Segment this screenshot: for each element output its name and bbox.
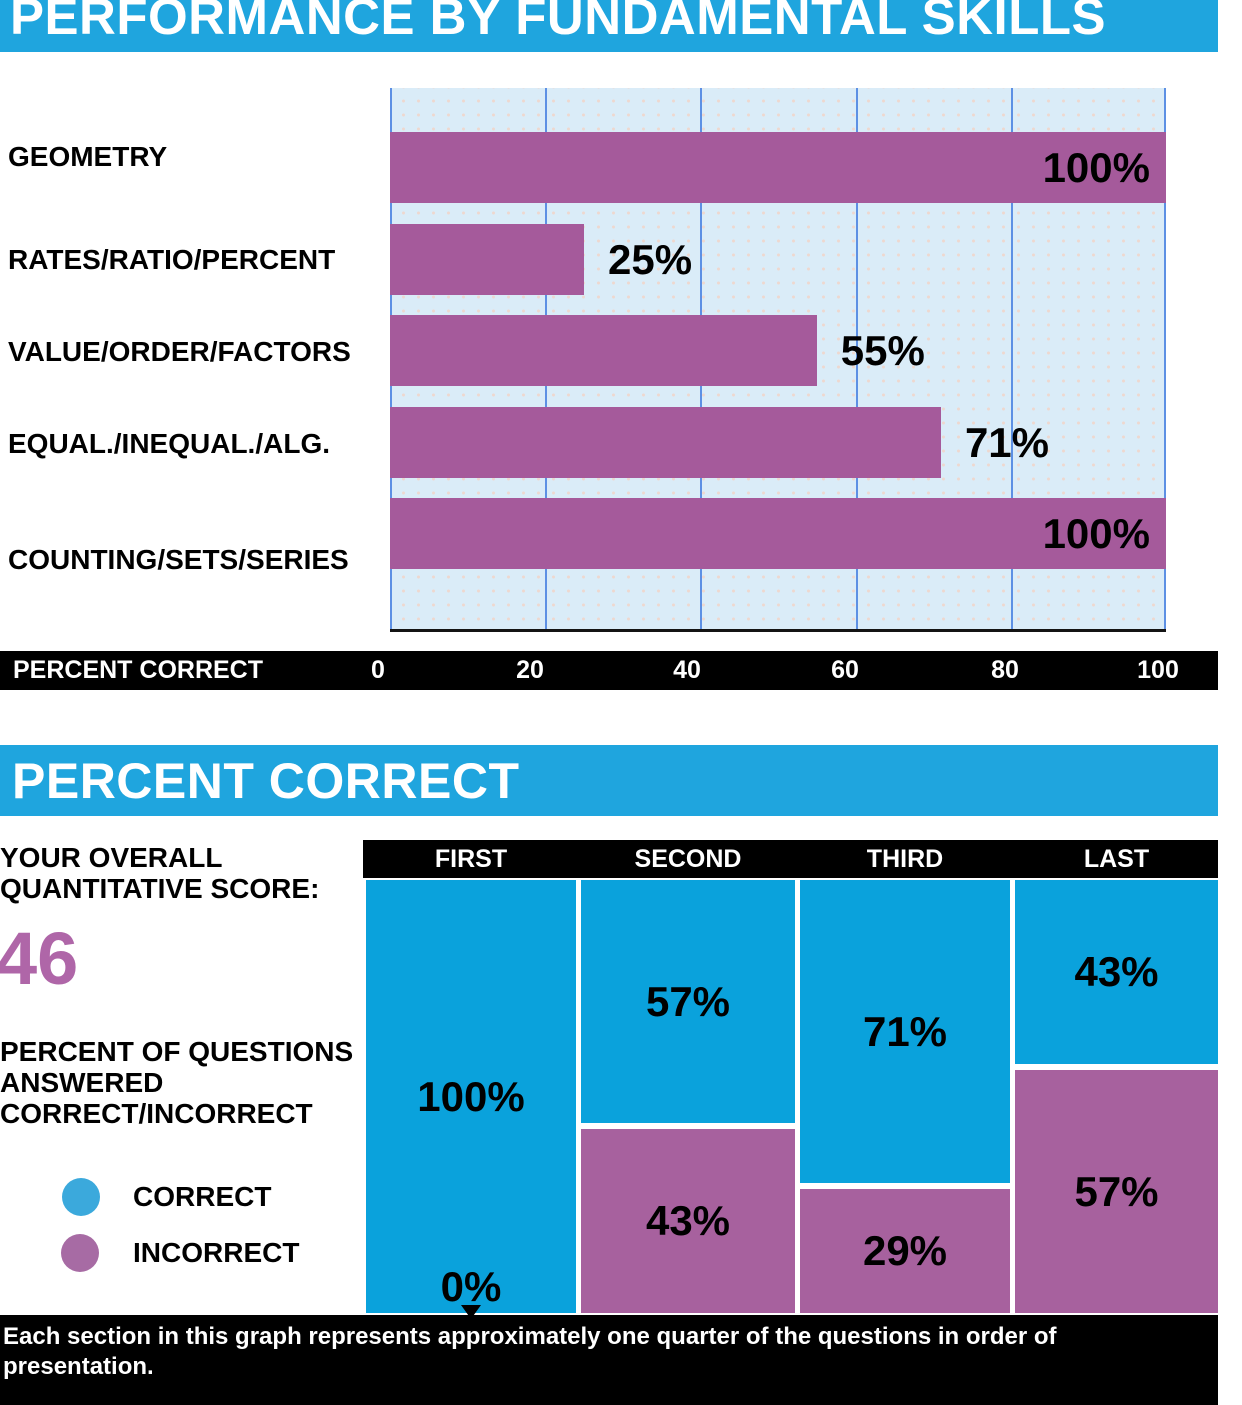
bar-value-label: 100% — [1042, 144, 1150, 191]
segment-incorrect-label: 57% — [1074, 1167, 1159, 1215]
x-tick-60: 60 — [831, 656, 859, 684]
x-tick-20: 20 — [516, 656, 544, 684]
segment-correct-label: 43% — [1074, 948, 1159, 995]
gridline-80 — [1010, 88, 1013, 629]
column-header-last: LAST — [1083, 845, 1150, 873]
gridline-100 — [1164, 88, 1166, 629]
category-label-1: GEOMETRY — [8, 141, 168, 172]
bar-equal-inequal-alg- — [390, 407, 941, 478]
segment-correct-label: 57% — [645, 977, 731, 1025]
column-third: 71% 29% — [800, 880, 1010, 1313]
section1-title-bar: PERFORMANCE BY FUNDAMENTAL SKILLS — [0, 0, 1218, 52]
bar-value-label: 71% — [964, 419, 1050, 466]
category-label-2: RATES/RATIO/PERCENT — [8, 244, 336, 275]
column-second: 57% 43% — [581, 880, 795, 1313]
segment-correct-label: 71% — [862, 1007, 948, 1055]
segment-incorrect: 29% — [800, 1189, 1010, 1313]
segment-incorrect-label: 43% — [645, 1197, 731, 1244]
legend-label-correct: CORRECT — [133, 1181, 272, 1212]
skills-x-axis-bar: PERCENT CORRECT 0 20 40 60 80 100 — [0, 651, 1218, 690]
column-header-first: FIRST — [434, 845, 508, 873]
legend-dot-incorrect — [61, 1234, 99, 1272]
skills-bar-chart-plot: 100% 25% 55% 71% 100% — [390, 88, 1166, 632]
category-label-3: VALUE/ORDER/FACTORS — [8, 336, 351, 367]
footnote-text: Each section in this graph represents ap… — [3, 1323, 1057, 1380]
column-header-second: SECOND — [634, 845, 742, 873]
x-tick-40: 40 — [673, 656, 701, 684]
footnote-bar: Each section in this graph represents ap… — [0, 1315, 1218, 1405]
x-tick-100: 100 — [1137, 656, 1179, 684]
overall-score-heading: YOUR OVERALL QUANTITATIVE SCORE: — [0, 842, 320, 904]
quarter-header-bar: FIRST SECOND THIRD LAST — [363, 840, 1218, 878]
segment-incorrect-zero-label: 0% — [440, 1263, 502, 1310]
stacked-column-chart: 100% 0% 57% 43% 71% 29% 43% 57% — [363, 880, 1218, 1319]
bar-counting-sets-series — [390, 498, 1166, 569]
category-label-5: COUNTING/SETS/SERIES — [8, 544, 349, 575]
segment-correct: 100% — [366, 880, 576, 1313]
section1-title: PERFORMANCE BY FUNDAMENTAL SKILLS — [10, 0, 1107, 45]
column-last: 43% 57% — [1015, 880, 1218, 1313]
x-tick-80: 80 — [991, 656, 1019, 684]
segment-correct: 43% — [1015, 880, 1218, 1064]
segment-incorrect-label: 29% — [862, 1227, 948, 1274]
legend-label-incorrect: INCORRECT — [133, 1237, 300, 1268]
bar-value-label: 100% — [1042, 510, 1150, 557]
x-tick-0: 0 — [371, 656, 385, 684]
category-label-4: EQUAL./INEQUAL./ALG. — [8, 428, 330, 459]
bar-geometry — [390, 132, 1166, 203]
section2-title-bar: PERCENT CORRECT — [0, 745, 1218, 816]
segment-correct: 57% — [581, 880, 795, 1123]
segment-correct-label: 100% — [417, 1072, 525, 1120]
column-first: 100% 0% — [366, 880, 576, 1319]
section2-title: PERCENT CORRECT — [12, 752, 520, 809]
legend-dot-correct — [62, 1178, 100, 1216]
bar-rates-ratio-percent — [390, 224, 584, 295]
bar-value-label: 25% — [608, 236, 693, 283]
overall-score-value: 46 — [0, 917, 79, 1000]
bar-value-order-factors — [390, 315, 817, 386]
column-header-third: THIRD — [866, 845, 944, 873]
segment-correct: 71% — [800, 880, 1010, 1183]
gridline-60 — [855, 88, 858, 629]
percent-answered-description: PERCENT OF QUESTIONS ANSWERED CORRECT/IN… — [0, 1036, 354, 1129]
segment-incorrect: 43% — [581, 1129, 795, 1313]
x-axis-title: PERCENT CORRECT — [13, 656, 264, 684]
segment-incorrect: 57% — [1015, 1070, 1218, 1313]
bar-value-label: 55% — [840, 327, 925, 374]
